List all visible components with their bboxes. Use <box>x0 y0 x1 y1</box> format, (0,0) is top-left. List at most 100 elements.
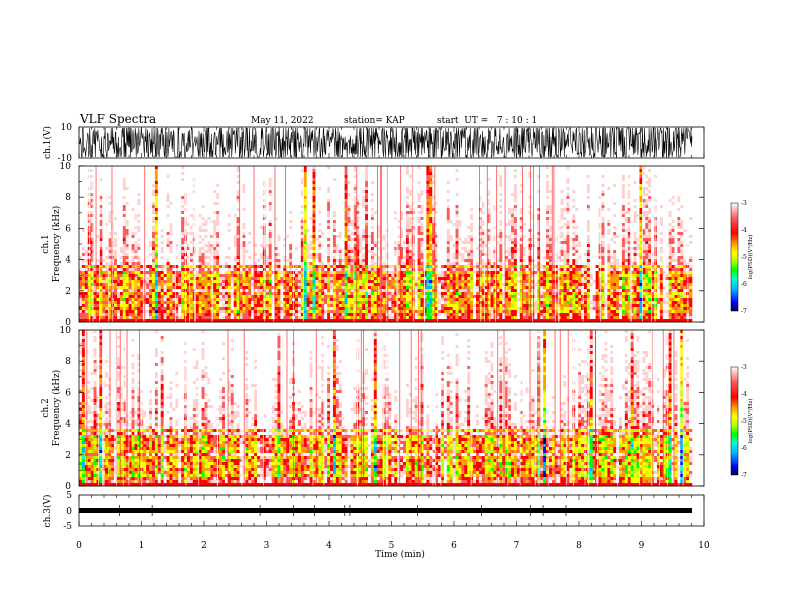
spectrogram-cell <box>161 256 164 259</box>
spectrogram-cell <box>120 187 123 190</box>
spectrogram-cell <box>129 295 132 298</box>
spectrogram-cell <box>199 208 202 211</box>
spectrogram-cell <box>105 229 108 232</box>
spectrogram-cell <box>158 172 161 175</box>
spectrogram-cell <box>114 265 117 268</box>
spectrogram-cell <box>114 214 117 217</box>
spectrogram-cell <box>126 313 129 316</box>
spectrogram-cell <box>152 241 155 244</box>
spectrogram-cell <box>146 166 149 169</box>
spectrogram-cell <box>82 169 85 172</box>
spectrogram-cell <box>132 178 135 181</box>
spectrogram-cell <box>158 220 161 223</box>
spectrogram-cell <box>167 304 170 307</box>
spectrogram-cell <box>152 166 155 169</box>
spectrogram-cell <box>79 199 82 202</box>
spectrogram-cell <box>190 286 193 289</box>
spectrogram-cell <box>161 244 164 247</box>
figure-title: VLF Spectra <box>79 112 156 126</box>
spectrogram-cell <box>169 175 172 178</box>
spectrogram-cell <box>99 211 102 214</box>
spectrogram-cell <box>149 181 152 184</box>
spectrogram-cell <box>178 211 181 214</box>
spectrogram-cell <box>178 175 181 178</box>
spectrogram-cell <box>164 238 167 241</box>
spectrogram-cell <box>196 235 199 238</box>
spectrogram-cell <box>137 256 140 259</box>
spectrogram-cell <box>161 259 164 262</box>
spectrogram-cell <box>123 217 126 220</box>
spectrogram-cell <box>114 256 117 259</box>
spectrogram-cell <box>79 310 82 313</box>
spectrogram-cell <box>129 256 132 259</box>
spectrogram-cell <box>178 259 181 262</box>
spectrogram-cell <box>137 211 140 214</box>
spectrogram-cell <box>99 307 102 310</box>
spectrogram-cell <box>91 235 94 238</box>
spectrogram-cell <box>82 304 85 307</box>
spectrogram-cell <box>164 202 167 205</box>
spectrogram-cell <box>123 205 126 208</box>
spectrogram-cell <box>123 169 126 172</box>
spectrogram-cell <box>190 217 193 220</box>
spectrogram-cell <box>85 220 88 223</box>
spectrogram-cell <box>114 286 117 289</box>
spectrogram-cell <box>102 205 105 208</box>
spectrogram-cell <box>114 274 117 277</box>
spectrogram-cell <box>120 247 123 250</box>
spectrogram-cell <box>132 208 135 211</box>
spectrogram-cell <box>158 316 161 319</box>
spectrogram-cell <box>91 268 94 271</box>
spectrogram-cell <box>79 280 82 283</box>
spectrogram-cell <box>120 184 123 187</box>
spectrogram-cell <box>91 187 94 190</box>
spectrogram-cell <box>129 184 132 187</box>
spectrogram-cell <box>161 247 164 250</box>
spectrogram-cell <box>167 226 170 229</box>
spectrogram-cell <box>105 172 108 175</box>
spectrogram-cell <box>137 250 140 253</box>
spectrogram-cell <box>91 316 94 319</box>
spectrogram-cell <box>152 292 155 295</box>
spectrogram-cell <box>169 259 172 262</box>
spectrogram-cell <box>114 226 117 229</box>
spectrogram-cell <box>161 193 164 196</box>
spectrogram-cell <box>190 304 193 307</box>
spectrogram-cell <box>99 268 102 271</box>
spectrogram-cell <box>158 238 161 241</box>
spectrogram-cell <box>79 214 82 217</box>
spectrogram-cell <box>82 214 85 217</box>
spectrogram-cell <box>132 286 135 289</box>
spectrogram-cell <box>181 166 184 169</box>
spectrogram-cell <box>99 196 102 199</box>
spectrogram-cell <box>123 214 126 217</box>
spectrogram-cell <box>181 313 184 316</box>
spectrogram-cell <box>102 226 105 229</box>
spectrogram-cell <box>82 187 85 190</box>
spectrogram-cell <box>164 199 167 202</box>
spectrogram-cell <box>117 271 120 274</box>
spectrogram-cell <box>137 304 140 307</box>
spectrogram-cell <box>85 244 88 247</box>
spectrogram-cell <box>102 280 105 283</box>
spectrogram-cell <box>178 244 181 247</box>
spectrogram-cell <box>199 166 202 169</box>
spectrogram-cell <box>164 175 167 178</box>
spectrogram-cell <box>155 223 158 226</box>
spectrogram-cell <box>79 235 82 238</box>
spectrogram-cell <box>152 220 155 223</box>
spectrogram-cell <box>196 193 199 196</box>
spectrogram-cell <box>82 211 85 214</box>
spectrogram-cell <box>114 199 117 202</box>
spectrogram-cell <box>82 244 85 247</box>
spectrogram-cell <box>105 244 108 247</box>
spectrogram-cell <box>137 172 140 175</box>
spectrogram-cell <box>102 202 105 205</box>
spectrogram-cell <box>164 217 167 220</box>
spectrogram-cell <box>155 244 158 247</box>
spectrogram-cell <box>146 172 149 175</box>
spectrogram-cell <box>79 166 82 169</box>
spectrogram-cell <box>126 286 129 289</box>
spectrogram-cell <box>82 238 85 241</box>
spectrogram-cell <box>126 241 129 244</box>
